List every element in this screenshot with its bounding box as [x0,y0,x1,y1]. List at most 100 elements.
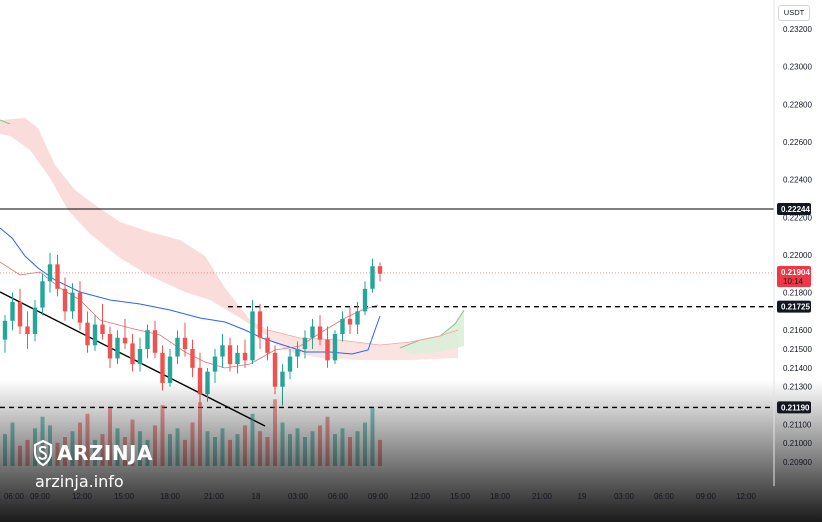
candle-body [167,356,173,383]
y-tick-label: 0.22400 [783,176,812,185]
ichimoku-cloud-green [400,310,464,354]
bottom-shade [0,380,822,522]
x-tick-label: 12:00 [72,492,93,501]
candle-body [115,337,120,359]
candle-body [122,337,128,344]
x-tick-label: 12:00 [410,492,431,501]
brand-site: arzinja.info [35,472,124,491]
x-tick-label: 09:00 [368,492,389,501]
y-tick-label: 0.21300 [783,383,812,392]
level-tag-label: 0.21190 [781,403,810,412]
candle-body [100,324,105,334]
y-tick-label: 0.21100 [783,420,812,429]
candle-body [242,352,248,361]
x-tick-label: 06:00 [4,492,25,501]
x-tick-label: 12:00 [736,492,757,501]
y-tick-label: 0.23000 [783,63,812,72]
y-tick-label: 0.23200 [783,25,812,34]
currency-label[interactable]: USDT [778,5,810,21]
candle-body [85,322,90,346]
candle-body [317,326,323,340]
level-tag-label: 0.21725 [781,303,810,312]
cloud-edge-red [267,329,459,346]
y-tick-label: 0.21600 [783,326,812,335]
x-tick-label: 18 [252,492,261,501]
x-tick-label: 03:00 [614,492,635,501]
x-tick-label: 21:00 [204,492,225,501]
candle-body [212,356,218,372]
y-tick-label: 0.22800 [783,100,812,109]
y-tick-label: 0.22200 [783,213,812,222]
y-tick-label: 0.20900 [783,458,812,467]
candle-body [340,318,345,334]
price-tag-countdown: 10:14 [783,277,804,286]
x-tick-label: 03:00 [288,492,309,501]
x-tick-label: 09:00 [30,492,51,501]
candle-body [40,281,45,308]
y-tick-label: 0.21400 [783,364,812,373]
candle-body [62,288,68,312]
candle-body [190,349,195,368]
price-tag-value: 0.21904 [781,268,810,277]
x-tick-label: 21:00 [532,492,553,501]
candle-body [145,330,150,350]
candle-body [250,311,255,361]
brand-logo-icon [33,440,53,466]
y-tick-label: 0.21000 [783,439,812,448]
candle-body [130,343,135,365]
x-tick-label: 18:00 [490,492,511,501]
x-tick-label: 18:00 [160,492,181,501]
candle-body [265,337,270,353]
level-tag-label: 0.22244 [781,205,810,214]
candle-body [257,311,263,338]
x-tick-label: 06:00 [654,492,675,501]
candle-body [332,333,338,361]
ichimoku-cloud-red [0,118,268,336]
candle-body [32,307,38,334]
level-tag-box [777,401,811,414]
candle-body [92,324,98,346]
candle-body [347,318,353,325]
candle-body [227,345,233,365]
candle-body [25,326,30,334]
candle-body [377,266,383,274]
candle-body [10,301,15,321]
candle-body [107,333,113,359]
candle-body [287,356,293,372]
candle-body [175,337,180,357]
x-tick-label: 09:00 [696,492,717,501]
candle-body [47,264,53,282]
brand-watermark: ARZINJA arzinja.info [33,440,153,491]
brand-name-row: ARZINJA [33,440,153,466]
cloud-edge [0,119,11,125]
level-tag-box [777,202,811,215]
candle-body [302,337,308,350]
candle-body [235,352,240,365]
candle-body [310,326,315,338]
x-tick-label: 06:00 [328,492,349,501]
candle-body [370,266,375,289]
x-tick-label: 15:00 [114,492,135,501]
candle-body [295,349,300,357]
candle-body [362,288,368,312]
candle-body [160,352,165,383]
x-tick-label: 19 [578,492,587,501]
price-tag-box [777,265,811,287]
brand-name: ARZINJA [57,441,153,465]
candle-body [77,292,83,323]
y-tick-label: 0.21500 [783,345,812,354]
candle-body [17,301,23,327]
candle-body [182,337,188,350]
candle-body [2,320,8,340]
x-tick-label: 15:00 [450,492,471,501]
level-tag-box [777,300,811,313]
candle-body [280,371,285,387]
candle-body [325,339,330,361]
candle-body [220,345,225,357]
y-tick-label: 0.22600 [783,138,812,147]
candle-body [152,330,158,353]
kijun-line [0,227,381,355]
candle-body [70,292,75,312]
